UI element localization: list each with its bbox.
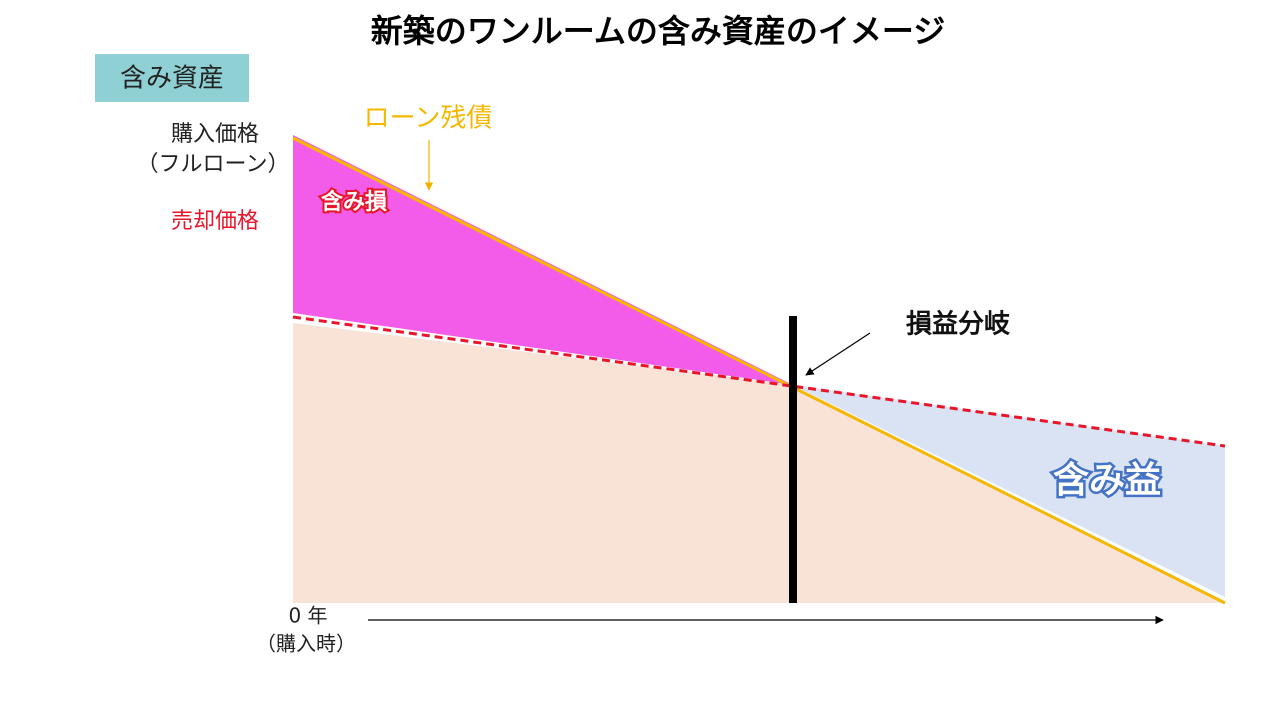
asset-area	[293, 323, 1225, 603]
badge: 含み資産	[120, 64, 224, 94]
loan-line	[292, 136, 1226, 605]
loss-area	[293, 135, 793, 385]
break-even-label: 損益分岐	[906, 310, 1010, 340]
at-purchase: （購入時）	[256, 632, 356, 656]
gain-area	[793, 385, 1225, 597]
break-even-arrow	[805, 332, 871, 376]
title: 新築のワンルームの含み資産のイメージ	[371, 12, 945, 50]
purchase-price: 購入価格	[171, 122, 259, 147]
gain-label: 含み益	[1053, 460, 1161, 501]
year-zero: 0 年	[288, 604, 327, 628]
loan-balance: ローン残債	[364, 104, 493, 134]
sale-price: 売却価格	[171, 209, 259, 234]
break-even-bar	[789, 316, 797, 603]
sale-line	[292, 315, 1226, 448]
full-loan: （フルローン）	[137, 152, 290, 177]
loss-label: 含み損	[321, 189, 388, 215]
badge-bg	[95, 54, 249, 102]
